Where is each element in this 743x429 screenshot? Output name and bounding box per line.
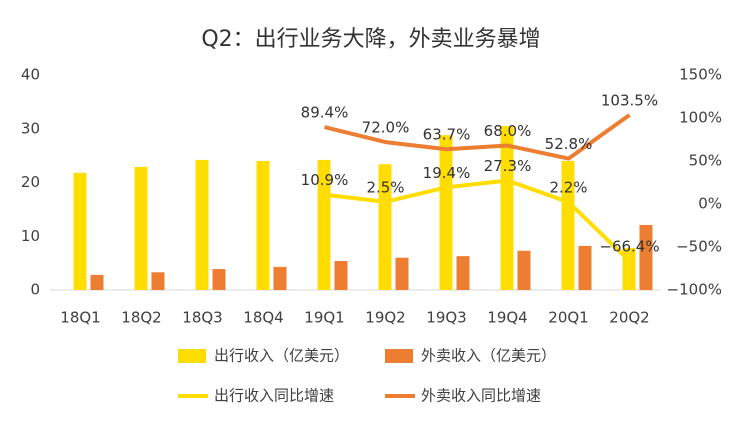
data-label: 52.8% [545,135,593,153]
data-label: 63.7% [423,126,471,144]
bar [561,161,575,290]
y2-tick-label: −100% [667,281,722,299]
y2-tick-label: 50% [689,152,722,170]
bar [317,159,331,290]
x-tick-label: 20Q1 [548,309,588,327]
data-label: 2.2% [549,179,587,197]
y-tick-label: 20 [21,173,40,191]
x-tick-label: 20Q2 [609,309,649,327]
bar [378,164,392,290]
bar [500,126,514,290]
x-tick-label: 19Q3 [426,309,466,327]
y-tick-label: 10 [21,227,40,245]
data-label: 27.3% [484,157,532,175]
x-tick-label: 18Q3 [182,309,222,327]
data-label: 72.0% [362,119,410,137]
legend-label: 出行收入同比增速 [214,387,334,405]
data-label: 103.5% [601,91,658,109]
line-series [324,113,631,161]
y2-tick-label: −50% [676,238,722,256]
data-label: 10.9% [301,171,349,189]
legend-label: 出行收入（亿美元） [214,347,349,365]
legend-label: 外卖收入同比增速 [421,387,541,405]
legend-swatch [178,349,206,363]
chart-title: Q2：出行业务大降，外卖业务暴增 [201,27,540,52]
x-tick-label: 19Q2 [365,309,405,327]
bar [212,269,226,290]
bar [151,272,165,290]
x-tick-label: 19Q1 [304,309,344,327]
y-tick-label: 40 [21,66,40,84]
x-tick-label: 18Q2 [121,309,161,327]
legend-label: 外卖收入（亿美元） [421,347,556,365]
bar [273,266,287,290]
bar [134,166,148,290]
y2-tick-label: 100% [679,109,722,127]
y-tick-label: 0 [30,281,40,299]
data-label: 19.4% [423,164,471,182]
data-label: 2.5% [366,178,404,196]
y2-tick-label: 150% [679,66,722,84]
bar [439,135,453,290]
bar [73,172,87,290]
data-label: −66.4% [599,238,659,256]
y2-tick-label: 0% [698,195,722,213]
data-label: 89.4% [301,104,349,122]
data-label: 68.0% [484,122,532,140]
line-series [324,178,631,263]
bar [256,161,270,290]
x-tick-label: 18Q4 [243,309,283,327]
bar [517,250,531,290]
bar [578,245,592,290]
y-tick-label: 30 [21,119,40,137]
bar [456,256,470,290]
x-tick-label: 19Q4 [487,309,527,327]
legend-swatch [385,349,413,363]
bar [195,159,209,290]
bar [334,260,348,290]
bar [90,274,104,290]
bar [639,224,653,290]
x-tick-label: 18Q1 [60,309,100,327]
bar [395,257,409,290]
